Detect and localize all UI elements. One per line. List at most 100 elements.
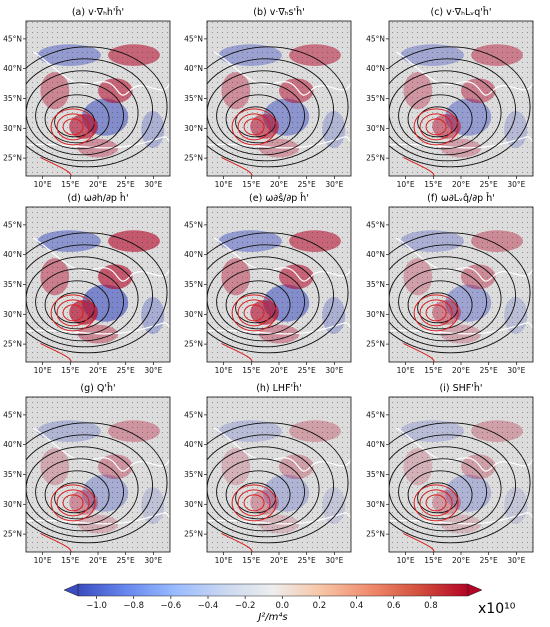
y-tick-label: 25°N [184,154,203,163]
x-tick-label: 20°E [270,180,288,189]
coastline [207,136,351,149]
coastline [389,322,533,335]
contour-line [216,82,306,150]
contour-line [35,82,125,150]
y-tick-label: 35°N [184,94,203,103]
x-tick-label: 25°E [298,180,316,189]
contour-line-red [56,113,90,141]
x-tick-label: 15°E [242,556,260,565]
contour-line-red [62,494,84,512]
contour-line-red [221,156,253,176]
contour-line [407,94,473,144]
coastline [207,512,351,525]
panel-title: (c) v·∇ₕLᵥq'ĥ' [430,6,491,18]
contour-line [398,268,488,336]
panel-title: (a) v·∇ₕh'ĥ' [72,6,124,18]
contour-line-red [56,489,90,517]
y-tick-label: 45°N [184,410,203,419]
contour-line [35,268,125,336]
contour-line [389,422,531,544]
colorbar-scale: x10¹⁰ [478,601,516,617]
x-tick-label: 25°E [480,180,498,189]
contour-line-red [403,342,435,362]
colorbar-label: J²/m⁴s [256,611,287,623]
contour-line-red [231,484,277,522]
y-tick-label: 45°N [184,34,203,43]
y-tick-label: 40°N [366,440,385,449]
contour-line-red [221,342,253,362]
x-tick-label: 30°E [507,180,525,189]
x-tick-label: 30°E [144,556,162,565]
contour-line [389,244,517,348]
y-tick-label: 35°N [366,94,385,103]
colorbar-tick-label: 0.0 [276,601,290,611]
y-tick-label: 40°N [184,440,203,449]
contour-line-red [40,532,72,552]
contour-line [26,434,154,538]
y-tick-label: 25°N [184,530,203,539]
panel-title: (e) ω∂ŝ/∂p ĥ' [249,192,309,204]
x-tick-label: 20°E [270,366,288,375]
y-tick-label: 40°N [184,64,203,73]
x-tick-label: 30°E [325,556,343,565]
colorbar-tick-label: 0.6 [387,601,401,611]
panel-title: (g) Q'ĥ' [80,382,115,394]
significance-stipple [389,207,533,362]
contour-line-red [50,108,96,146]
x-tick-label: 20°E [452,366,470,375]
contour-line-red [50,294,96,332]
x-tick-label: 25°E [117,366,135,375]
x-tick-label: 25°E [117,180,135,189]
colorbar-tick-label: −0.6 [161,601,182,611]
y-tick-label: 35°N [366,280,385,289]
contour-line-red [243,118,265,136]
x-tick-label: 30°E [144,180,162,189]
x-tick-label: 15°E [242,180,260,189]
panel-title: (d) ω∂h/∂p ĥ' [67,192,128,204]
colorbar-tick-label: 0.4 [350,601,364,611]
colorbar-gradient [77,583,469,597]
x-tick-label: 25°E [298,366,316,375]
map-panel: (c) v·∇ₕLᵥq'ĥ' 45°N 40°N 35°N 30°N 25°N 10°E 15… [366,6,534,189]
contour-line [216,268,306,336]
contour-line-red [237,489,271,517]
y-tick-label: 45°N [3,410,22,419]
y-tick-label: 30°N [3,500,22,509]
contour-line-red [413,294,459,332]
contour-line [407,470,473,520]
x-tick-label: 20°E [89,180,107,189]
contour-line-red [40,156,72,176]
contour-line-red [50,484,96,522]
panel-title: (b) v·∇ₕs'ĥ' [253,6,305,18]
y-tick-label: 35°N [366,470,385,479]
panel-title: (f) ω∂Lᵥq̂/∂p ĥ' [427,192,495,204]
map-panel: (i) SHF'ĥ' 45°N 40°N 35°N 30°N 25°N 10°E 15°E 20… [366,382,534,565]
contour-line-red [237,299,271,327]
y-tick-label: 30°N [184,500,203,509]
significance-stipple [207,21,351,176]
contour-line [207,58,335,162]
contour-line-red [62,118,84,136]
y-tick-label: 40°N [366,64,385,73]
y-tick-label: 25°N [366,340,385,349]
contour-line-red [243,304,265,322]
map-panel: (f) ω∂Lᵥq̂/∂p ĥ' 45°N 40°N 35°N 30°N 25°N 10°E… [366,192,534,375]
x-tick-label: 15°E [424,180,442,189]
contour-line [207,232,349,354]
contour-line-red [231,294,277,332]
x-tick-label: 10°E [397,556,415,565]
x-tick-label: 15°E [242,366,260,375]
y-tick-label: 25°N [366,530,385,539]
contour-line-red [425,494,447,512]
contour-line [207,422,349,544]
x-tick-label: 15°E [61,366,79,375]
y-tick-label: 30°N [3,310,22,319]
colorbar-tick-label: −1.0 [86,601,107,611]
x-tick-label: 20°E [89,366,107,375]
x-tick-label: 25°E [480,556,498,565]
contour-line-red [243,494,265,512]
contour-line [207,434,335,538]
map-panel: (e) ω∂ŝ/∂p ĥ' 45°N 40°N 35°N 30°N 25°N 10°E 15°… [184,192,352,375]
significance-stipple [26,397,170,552]
x-tick-label: 10°E [34,556,52,565]
